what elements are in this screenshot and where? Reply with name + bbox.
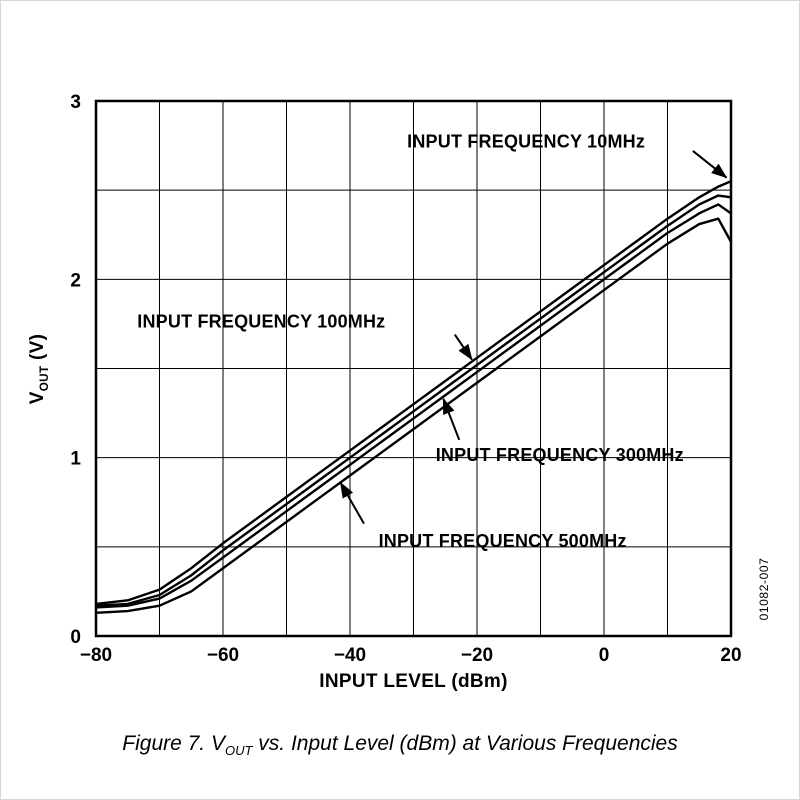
annotation-label: INPUT FREQUENCY 500MHz [379,531,627,551]
caption-prefix: Figure 7. V [122,732,225,755]
curve-10mhz [94,180,733,606]
x-tick-label: −20 [461,645,493,666]
y-axis-title-sub: OUT [37,365,51,392]
annotation-arrow [442,397,461,441]
y-tick-label: 2 [70,270,81,291]
figure-caption: Figure 7. VOUT vs. Input Level (dBm) at … [1,732,799,758]
y-axis-title: VOUT (V) [27,334,51,405]
y-tick-label: 3 [70,92,81,113]
plot-frame [94,99,733,638]
x-tick-label: −60 [207,645,239,666]
y-tick-label: 0 [70,627,81,648]
x-tick-label: −80 [80,645,112,666]
caption-sub: OUT [224,743,253,759]
axis-layer: −80 −60 −40 −20 0 20 0 1 2 3 [70,92,741,666]
y-tick-label: 1 [70,449,81,470]
annotation-label: INPUT FREQUENCY 100MHz [137,311,385,331]
chart-svg: −80 −60 −40 −20 0 20 0 1 2 3 INPUT FREQUENCY 10MH… [70,92,741,666]
x-axis-title: INPUT LEVEL (dBm) [319,671,508,692]
caption-suffix: vs. Input Level (dBm) at Various Frequen… [252,732,678,755]
curve-300mhz [94,203,733,609]
annotation-arrow [453,334,473,361]
y-axis-title-prefix: V [27,391,49,405]
series-layer [94,180,733,615]
watermark-code: 01082-007 [757,557,771,621]
curve-100mhz [94,194,733,607]
annotation-label: INPUT FREQUENCY 10MHz [407,131,645,151]
x-tick-label: 0 [599,645,610,666]
annotation-layer: INPUT FREQUENCY 10MHz INPUT FREQUENCY 100… [137,131,728,551]
y-axis-title-suffix: (V) [27,333,49,366]
grid-layer [94,99,733,638]
annotation-label: INPUT FREQUENCY 300MHz [436,445,684,465]
x-tick-label: −40 [334,645,366,666]
x-tick-label: 20 [720,645,741,666]
annotation-arrow [339,481,365,525]
curve-500mhz [94,217,733,615]
annotation-arrow [692,150,728,179]
